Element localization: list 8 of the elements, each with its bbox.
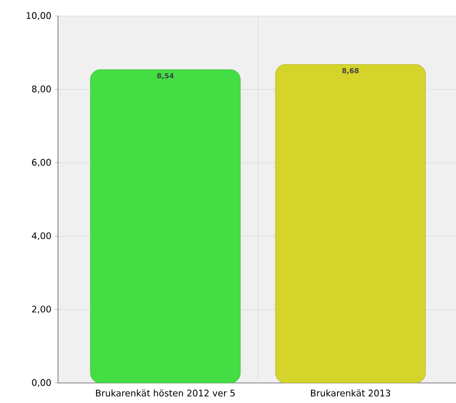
y-tick-label: 10,00 — [26, 12, 51, 20]
y-tick-label: 2,00 — [32, 306, 51, 314]
y-tick-label: 0,00 — [32, 379, 51, 387]
x-tick-label: Brukarenkät hösten 2012 ver 5 — [96, 390, 235, 396]
y-tick-label: 8,00 — [32, 86, 51, 94]
y-tick-label: 4,00 — [32, 232, 51, 240]
y-tick-label: 6,00 — [32, 158, 51, 167]
x-tick-label: Brukarenkät 2013 — [310, 390, 390, 396]
